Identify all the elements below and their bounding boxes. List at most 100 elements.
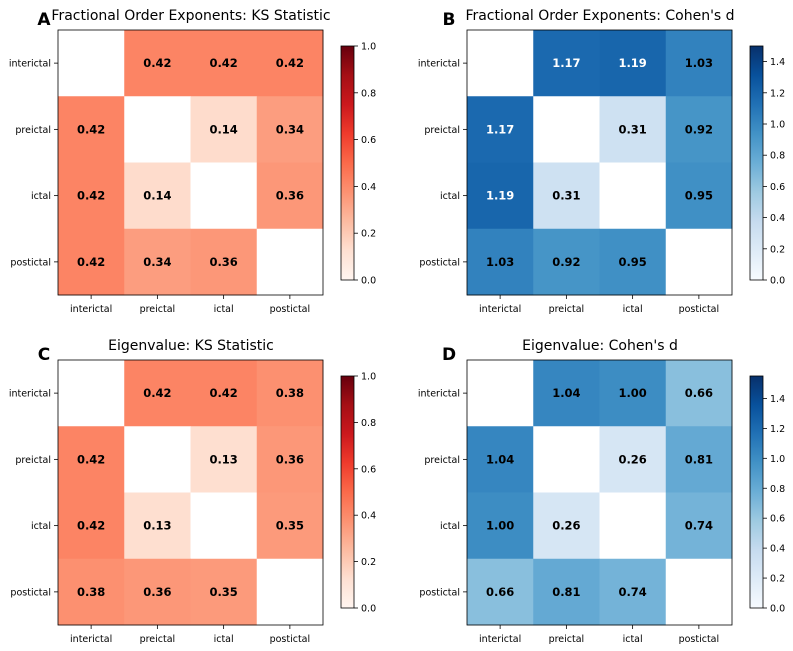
heatmap-cell <box>665 96 733 163</box>
colorbar <box>749 375 764 609</box>
cell-value-label: 0.42 <box>77 519 105 533</box>
x-tick-label: postictal <box>270 634 311 645</box>
heatmap-cell <box>58 492 125 560</box>
cell-value-label: 1.04 <box>552 386 580 400</box>
x-tick-label: preictal <box>549 634 585 645</box>
cell-value-label: 0.34 <box>143 255 171 269</box>
heatmap-cell-empty <box>58 30 125 97</box>
y-tick-label: interictal <box>418 389 460 400</box>
heatmap-cell <box>533 360 600 427</box>
y-tick-label: preictal <box>424 125 460 136</box>
panel-letter: B <box>443 10 456 30</box>
panel-title: Fractional Order Exponents: KS Statistic <box>51 8 330 24</box>
cell-value-label: 0.26 <box>552 519 580 533</box>
x-tick-label: postictal <box>270 304 311 315</box>
heatmap-frame <box>57 29 324 296</box>
heatmap-cell <box>124 162 191 230</box>
heatmap-cell <box>256 492 324 560</box>
cell-value-label: 0.92 <box>552 255 580 269</box>
heatmap-cell <box>190 360 258 427</box>
cell-value-label: 0.14 <box>143 189 171 203</box>
x-tick-label: interictal <box>479 634 521 645</box>
cell-value-label: 0.42 <box>276 56 304 70</box>
cell-value-label: 1.00 <box>486 519 514 533</box>
y-tick-label: postictal <box>10 587 51 598</box>
heatmap-cell-empty <box>665 558 733 626</box>
colorbar-tick-label: 0.6 <box>361 135 376 146</box>
colorbar-tick-label: 1.0 <box>361 372 376 383</box>
cell-value-label: 0.34 <box>276 122 304 136</box>
x-tick-label: preictal <box>140 634 176 645</box>
heatmap-cell <box>58 558 125 626</box>
heatmap-cell <box>190 30 258 97</box>
colorbar-tick-label: 0.8 <box>770 151 785 162</box>
heatmap-cell <box>533 30 600 97</box>
heatmap-cell <box>599 558 667 626</box>
heatmap-cell <box>533 558 600 626</box>
cell-value-label: 0.95 <box>618 255 646 269</box>
cell-value-label: 0.36 <box>276 189 304 203</box>
heatmap-cell <box>665 426 733 493</box>
heatmap-cell-empty <box>256 558 324 626</box>
heatmap-cell <box>599 426 667 493</box>
cell-value-label: 0.35 <box>276 519 304 533</box>
heatmap-cell <box>124 30 191 97</box>
x-tick-label: preictal <box>549 304 585 315</box>
colorbar-tick-label: 0.2 <box>361 229 376 240</box>
x-tick-label: interictal <box>70 304 112 315</box>
heatmap-cell <box>58 162 125 230</box>
colorbar-tick-label: 1.2 <box>770 88 785 99</box>
heatmap-cell <box>190 558 258 626</box>
heatmap-cell <box>533 492 600 560</box>
heatmap-cell <box>467 558 534 626</box>
heatmap-cell <box>124 492 191 560</box>
heatmap-cell <box>58 228 125 296</box>
cell-value-label: 0.36 <box>143 585 171 599</box>
y-tick-label: ictal <box>31 191 51 202</box>
x-tick-label: interictal <box>70 634 112 645</box>
panel-title: Eigenvalue: Cohen's d <box>522 338 678 354</box>
cell-value-label: 1.04 <box>486 452 514 466</box>
heatmap-cell <box>467 96 534 163</box>
y-tick-label: postictal <box>10 257 51 268</box>
heatmap-cell <box>124 228 191 296</box>
heatmap-panel-d: D Eigenvalue: Cohen's d 1.04 1.00 0.66 1.04… <box>418 338 785 645</box>
y-tick-label: ictal <box>440 191 460 202</box>
colorbar <box>749 45 764 281</box>
cell-value-label: 0.42 <box>143 56 171 70</box>
heatmap-cell <box>124 360 191 427</box>
panel-title: Eigenvalue: KS Statistic <box>108 338 274 354</box>
cell-value-label: 0.38 <box>276 386 304 400</box>
cell-value-label: 0.42 <box>209 386 237 400</box>
cell-value-label: 0.42 <box>77 452 105 466</box>
cell-value-label: 0.66 <box>486 585 514 599</box>
heatmap-cell <box>665 162 733 230</box>
colorbar-tick-label: 0.2 <box>770 574 785 585</box>
heatmap-cell <box>665 360 733 427</box>
cell-value-label: 1.00 <box>618 386 646 400</box>
heatmap-cell <box>467 162 534 230</box>
colorbar-tick-label: 1.0 <box>361 42 376 53</box>
colorbar-tick-label: 0.6 <box>770 514 785 525</box>
cell-value-label: 0.74 <box>618 585 646 599</box>
panel-title: Fractional Order Exponents: Cohen's d <box>465 8 734 24</box>
heatmap-cell-empty <box>533 96 600 163</box>
heatmap-cell-empty <box>599 162 667 230</box>
heatmap-cell-empty <box>124 426 191 493</box>
cell-value-label: 1.17 <box>486 122 514 136</box>
cell-value-label: 0.36 <box>276 452 304 466</box>
colorbar-tick-label: 0.2 <box>361 557 376 568</box>
x-tick-label: postictal <box>679 634 720 645</box>
x-tick-label: ictal <box>623 634 643 645</box>
x-tick-label: postictal <box>679 304 720 315</box>
panel-letter: D <box>442 345 456 365</box>
heatmap-cell <box>58 96 125 163</box>
cell-value-label: 0.35 <box>209 585 237 599</box>
heatmap-cell-empty <box>467 30 534 97</box>
heatmap-cell <box>256 30 324 97</box>
x-tick-label: ictal <box>214 304 234 315</box>
heatmap-cell <box>665 30 733 97</box>
heatmap-cell <box>256 162 324 230</box>
colorbar-tick-label: 1.4 <box>770 57 785 68</box>
